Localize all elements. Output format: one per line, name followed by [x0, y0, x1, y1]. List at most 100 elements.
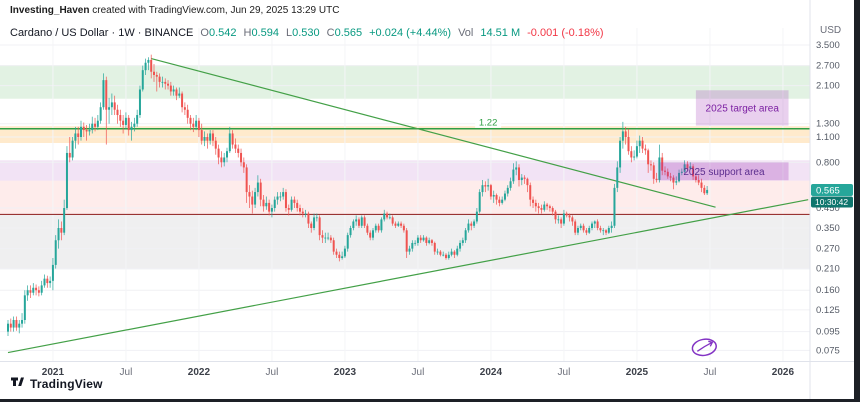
price-tick-label: 3.500: [816, 40, 840, 51]
candle-body: [574, 221, 577, 233]
price-axis[interactable]: USD 3.500 2.700 2.100 1.300 1.100 0.800 0.450 0.…: [809, 0, 854, 402]
candle-body: [127, 117, 130, 131]
candlesticks[interactable]: [7, 54, 709, 336]
ohlc-high: H0.594: [243, 27, 279, 39]
candle-body: [495, 195, 498, 200]
candle-body: [231, 133, 234, 145]
candle-body: [26, 290, 29, 296]
ascending-trendline[interactable]: [7, 199, 809, 354]
time-tick-label: 2026: [772, 367, 795, 378]
support-area-box[interactable]: [659, 162, 789, 181]
currency-toggle[interactable]: USD: [820, 25, 841, 36]
price-tick-label: 0.800: [816, 157, 840, 168]
candle-body: [228, 133, 231, 152]
candle-body: [327, 237, 330, 239]
candle-body: [332, 240, 335, 252]
candle-body: [683, 164, 686, 172]
candle-body: [105, 80, 108, 110]
volume-label[interactable]: Vol: [458, 27, 474, 39]
candle-body: [635, 146, 638, 157]
candle-body: [588, 228, 591, 233]
pink-zone[interactable]: [0, 180, 810, 215]
candle-body: [46, 278, 49, 284]
candle-body: [284, 192, 287, 209]
time-axis[interactable]: 2021 Jul 2022 Jul 2023 Jul 2024 Jul 2025 Jul 2026: [0, 361, 854, 379]
price-tick-label: 2.700: [816, 61, 840, 72]
chart-legend[interactable]: Cardano / US Dollar · 1W · BINANCE O0.54…: [10, 27, 604, 39]
candle-body: [694, 176, 697, 181]
tradingview-brand-text[interactable]: TradingView: [30, 377, 103, 391]
time-tick-label: 2025: [626, 367, 649, 378]
candle-body: [254, 192, 257, 205]
candle-body: [144, 62, 147, 71]
candle-body: [324, 237, 327, 239]
purple-zone[interactable]: [0, 160, 810, 181]
candle-body: [150, 59, 153, 72]
grid: [0, 28, 810, 362]
candle-body: [310, 223, 313, 228]
candle-body: [599, 228, 602, 231]
candle-body: [383, 213, 386, 220]
price-tick-label: 1.300: [816, 119, 840, 130]
candle-body: [619, 140, 622, 168]
bar-countdown-value: 10:30:42: [815, 197, 848, 207]
candle-body: [195, 120, 198, 127]
time-tick-label: 2024: [480, 367, 503, 378]
green-upper-zone[interactable]: [0, 65, 810, 99]
candle-body: [259, 182, 262, 200]
candle-body: [161, 81, 164, 83]
candle-body: [237, 148, 240, 153]
candle-body: [503, 193, 506, 200]
tradingview-logo-icon[interactable]: [10, 374, 25, 394]
scribble-arrow: [696, 340, 714, 352]
target-area-box[interactable]: [695, 90, 789, 126]
candle-body: [313, 217, 316, 228]
candle-body: [475, 211, 478, 222]
candle-body: [692, 166, 695, 177]
candle-body: [543, 204, 546, 210]
time-tick-label: 2023: [334, 367, 357, 378]
candle-body: [411, 242, 414, 249]
candle-body: [675, 181, 678, 183]
candle-body: [456, 248, 459, 255]
candle-body: [211, 133, 214, 141]
candle-body: [546, 204, 549, 207]
price-tick-label: 0.160: [816, 285, 840, 296]
time-tick-label: 2021: [42, 367, 65, 378]
candle-body: [15, 319, 18, 328]
symbol-title[interactable]: Cardano / US Dollar · 1W · BINANCE: [10, 27, 194, 39]
gray-zone[interactable]: [0, 214, 810, 270]
candle-body: [596, 221, 599, 228]
scribble-circle-icon[interactable]: [691, 337, 717, 357]
candle-body: [80, 126, 83, 137]
candle-body: [108, 107, 111, 110]
candle-body: [315, 217, 318, 219]
candle-body: [672, 177, 675, 183]
descending-trendline[interactable]: [151, 58, 716, 208]
candle-body: [158, 76, 161, 82]
candle-body: [433, 242, 436, 252]
candle-body: [638, 140, 641, 147]
candle-body: [658, 157, 661, 181]
candle-body: [372, 230, 375, 238]
price-zones: [0, 65, 810, 270]
candle-body: [523, 177, 526, 179]
price-tick-label: 0.125: [816, 305, 840, 316]
candle-body: [169, 85, 172, 92]
candle-body: [234, 144, 237, 149]
candle-body: [189, 117, 192, 124]
candle-body: [147, 59, 150, 63]
candle-body: [43, 278, 46, 286]
candle-body: [487, 185, 490, 187]
candle-body: [68, 152, 71, 158]
candle-body: [450, 251, 453, 255]
attribution: Investing_Haven created with TradingView…: [10, 5, 339, 16]
candle-body: [616, 167, 619, 188]
candle-body: [88, 130, 91, 132]
candle-body: [419, 237, 422, 241]
candle-body: [501, 199, 504, 203]
price-tick-label: 2.100: [816, 81, 840, 92]
candle-body: [484, 185, 487, 187]
candle-body: [164, 81, 167, 84]
